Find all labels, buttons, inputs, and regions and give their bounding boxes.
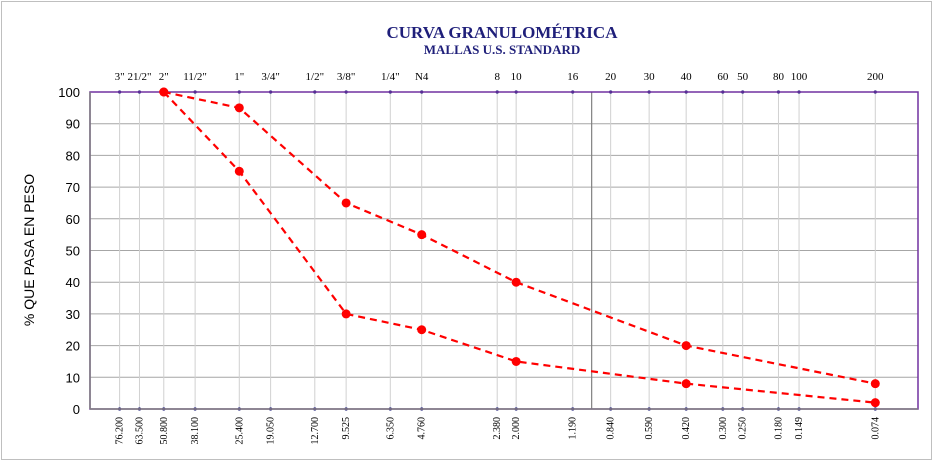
data-point <box>417 230 427 240</box>
sieve-label: 3" <box>115 71 125 83</box>
sieve-label: 3/8" <box>337 71 356 83</box>
x-tick-label: 0.590 <box>644 417 655 440</box>
y-axis-label: % QUE PASA EN PESO <box>21 174 37 326</box>
data-point <box>681 341 691 351</box>
sieve-label: 100 <box>791 71 808 83</box>
sieve-label: 20 <box>605 71 617 83</box>
y-tick-label: 90 <box>66 117 80 132</box>
x-tick-label: 4.760 <box>417 417 428 440</box>
y-tick-label: 30 <box>66 307 80 322</box>
x-tick-label: 0.420 <box>681 417 692 440</box>
y-tick-label: 20 <box>66 339 80 354</box>
y-tick-label: 50 <box>66 244 80 259</box>
data-point <box>341 309 351 319</box>
x-tick-label: 1.190 <box>568 417 579 440</box>
x-tick-label: 2.000 <box>511 417 522 440</box>
sieve-label: 11/2" <box>183 71 207 83</box>
data-point <box>234 103 244 113</box>
sieve-label: 50 <box>737 71 749 83</box>
data-point <box>159 87 169 97</box>
x-tick-label: 9.525 <box>341 417 352 440</box>
x-tick-label: 63.500 <box>134 417 145 445</box>
x-tick-label: 25.400 <box>234 417 245 445</box>
sieve-label: 30 <box>644 71 656 83</box>
x-tick-label: 0.074 <box>870 417 881 440</box>
sieve-label: 3/4" <box>261 71 280 83</box>
sieve-label: 80 <box>773 71 785 83</box>
x-tick-label: 0.250 <box>738 417 749 440</box>
data-point <box>870 379 880 389</box>
data-point <box>681 379 691 389</box>
x-tick-label: 0.840 <box>606 417 617 440</box>
sieve-label: 40 <box>681 71 693 83</box>
x-tick-label: 19.050 <box>266 417 277 445</box>
x-tick-label: 0.149 <box>794 417 805 440</box>
x-tick-label: 12.700 <box>310 417 321 445</box>
x-tick-label: 50.800 <box>159 417 170 445</box>
sieve-label: 1/4" <box>381 71 400 83</box>
sieve-label: 1/2" <box>306 71 325 83</box>
x-tick-label: 0.300 <box>718 417 729 440</box>
chart-title: CURVA GRANULOMÉTRICA <box>387 23 619 42</box>
sieve-label: 1" <box>234 71 244 83</box>
sieve-label: 10 <box>511 71 523 83</box>
chart-subtitle: MALLAS U.S. STANDARD <box>424 42 581 57</box>
y-tick-label: 100 <box>58 85 80 100</box>
sieve-label: 16 <box>567 71 579 83</box>
sieve-label: 200 <box>867 71 884 83</box>
y-tick-label: 40 <box>66 275 80 290</box>
sieve-label: 8 <box>494 71 500 83</box>
y-tick-label: 70 <box>66 180 80 195</box>
data-point <box>234 166 244 176</box>
x-tick-label: 76.200 <box>115 417 126 445</box>
x-tick-label: 38.100 <box>190 417 201 445</box>
data-point <box>511 356 521 366</box>
sieve-label: 60 <box>717 71 729 83</box>
y-tick-label: 10 <box>66 370 80 385</box>
data-point <box>417 325 427 335</box>
x-tick-label: 0.180 <box>773 417 784 440</box>
data-point <box>511 277 521 287</box>
sieve-label: N4 <box>415 71 429 83</box>
data-point <box>870 398 880 408</box>
sieve-label: 2" <box>159 71 169 83</box>
sieve-label: 21/2" <box>127 71 151 83</box>
x-tick-label: 6.350 <box>385 417 396 440</box>
y-tick-label: 0 <box>73 402 80 417</box>
y-tick-label: 60 <box>66 212 80 227</box>
x-tick-label: 2.380 <box>492 417 503 440</box>
y-tick-label: 80 <box>66 148 80 163</box>
data-point <box>341 198 351 208</box>
